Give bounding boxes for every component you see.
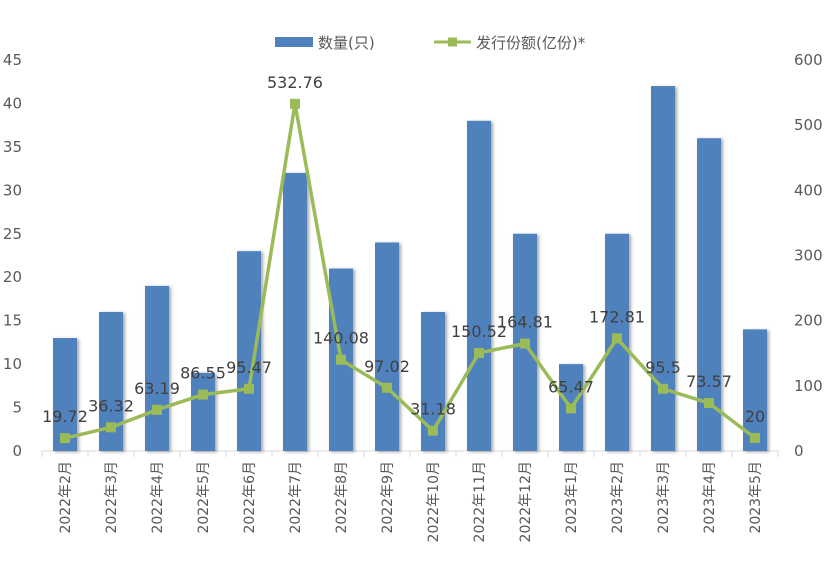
line-data-label: 95.47: [226, 358, 272, 377]
x-tick-label: 2023年1月: [564, 461, 580, 534]
bar: [467, 120, 491, 452]
bar: [651, 86, 675, 452]
line-marker: [428, 425, 438, 436]
line-data-label: 20: [745, 407, 765, 426]
line-marker: [612, 333, 622, 344]
line-marker: [704, 398, 714, 409]
bar: [53, 338, 77, 451]
x-tick-label: 2022年9月: [380, 461, 396, 534]
left-tick-label: 35: [3, 138, 22, 156]
x-tick-label: 2022年7月: [288, 461, 304, 534]
left-tick-label: 15: [3, 312, 22, 330]
line-marker: [106, 422, 116, 433]
left-tick-label: 25: [3, 225, 22, 243]
left-tick-label: 5: [12, 399, 22, 417]
left-tick-label: 45: [3, 51, 22, 69]
line-data-label: 86.55: [180, 364, 226, 383]
line-path: [64, 102, 757, 440]
legend-line-marker: [448, 37, 457, 47]
x-tick-label: 2023年2月: [610, 461, 626, 534]
right-tick-label: 100: [794, 377, 823, 395]
x-tick-label: 2022年4月: [150, 461, 166, 534]
right-tick-label: 600: [794, 51, 823, 69]
line-marker: [382, 382, 392, 393]
left-y-axis: 0 5 10 15 20 25 30 35 40 45: [3, 51, 22, 460]
left-tick-label: 40: [3, 94, 22, 112]
line-marker: [750, 432, 760, 443]
line-marker: [152, 404, 162, 415]
right-tick-label: 500: [794, 116, 823, 134]
bar: [237, 251, 261, 451]
x-tick-label: 2023年5月: [748, 461, 764, 534]
bar: [191, 372, 215, 451]
x-tick-label: 2022年6月: [242, 461, 258, 534]
x-tick-label: 2022年5月: [196, 461, 212, 534]
left-tick-label: 10: [3, 355, 22, 373]
x-axis-labels: 2022年2月 2022年3月 2022年4月 2022年5月 2022年6月 2022年…: [58, 461, 764, 542]
line-data-label: 172.81: [589, 307, 645, 326]
x-tick-label: 2022年10月: [426, 461, 442, 542]
x-tick-label: 2023年3月: [656, 461, 672, 534]
bar: [145, 285, 169, 451]
line-data-label: 31.18: [410, 400, 456, 419]
line-marker: [474, 347, 484, 358]
line-data-label: 36.32: [88, 396, 134, 415]
line-data-label: 150.52: [451, 322, 507, 341]
right-tick-label: 200: [794, 312, 823, 330]
line-data-label: 19.72: [42, 407, 88, 426]
line-marker: [290, 98, 300, 109]
line-data-label: 140.08: [313, 329, 369, 348]
bar: [283, 172, 307, 451]
line-marker: [336, 354, 346, 365]
x-tick-label: 2022年12月: [518, 461, 534, 542]
x-tick-label: 2022年3月: [104, 461, 120, 534]
x-tick-label: 2022年2月: [58, 461, 74, 534]
left-tick-label: 20: [3, 268, 22, 286]
line-marker: [60, 433, 70, 444]
right-tick-label: 400: [794, 181, 823, 199]
x-tick-label: 2022年11月: [472, 461, 488, 542]
left-tick-label: 0: [12, 442, 22, 460]
legend: 数量(只) 发行份额(亿份)*: [275, 34, 586, 52]
legend-bar-label: 数量(只): [318, 34, 375, 52]
line-data-label: 97.02: [364, 357, 410, 376]
line-marker: [520, 338, 530, 349]
x-tick-label: 2023年4月: [702, 461, 718, 534]
x-tick-label: 2022年8月: [334, 461, 350, 534]
line-data-label: 65.47: [548, 377, 594, 396]
legend-bar-swatch: [275, 37, 313, 47]
line-data-label: 63.19: [134, 379, 180, 398]
right-tick-label: 300: [794, 247, 823, 265]
legend-line-label: 发行份额(亿份)*: [476, 34, 586, 52]
line-data-label: 95.5: [645, 358, 681, 377]
line-marker: [244, 383, 254, 394]
right-y-axis: 0 100 200 300 400 500 600: [794, 51, 823, 460]
x-axis-ticks: [41, 451, 779, 457]
line-data-label: 164.81: [497, 313, 553, 332]
line-data-label: 73.57: [686, 372, 732, 391]
left-tick-label: 30: [3, 181, 22, 199]
line-data-label: 532.76: [267, 73, 323, 92]
line-series: [60, 98, 760, 444]
right-tick-label: 0: [794, 442, 804, 460]
line-marker: [566, 403, 576, 414]
line-marker: [658, 383, 668, 394]
bar: [375, 242, 399, 451]
line-marker: [198, 389, 208, 400]
